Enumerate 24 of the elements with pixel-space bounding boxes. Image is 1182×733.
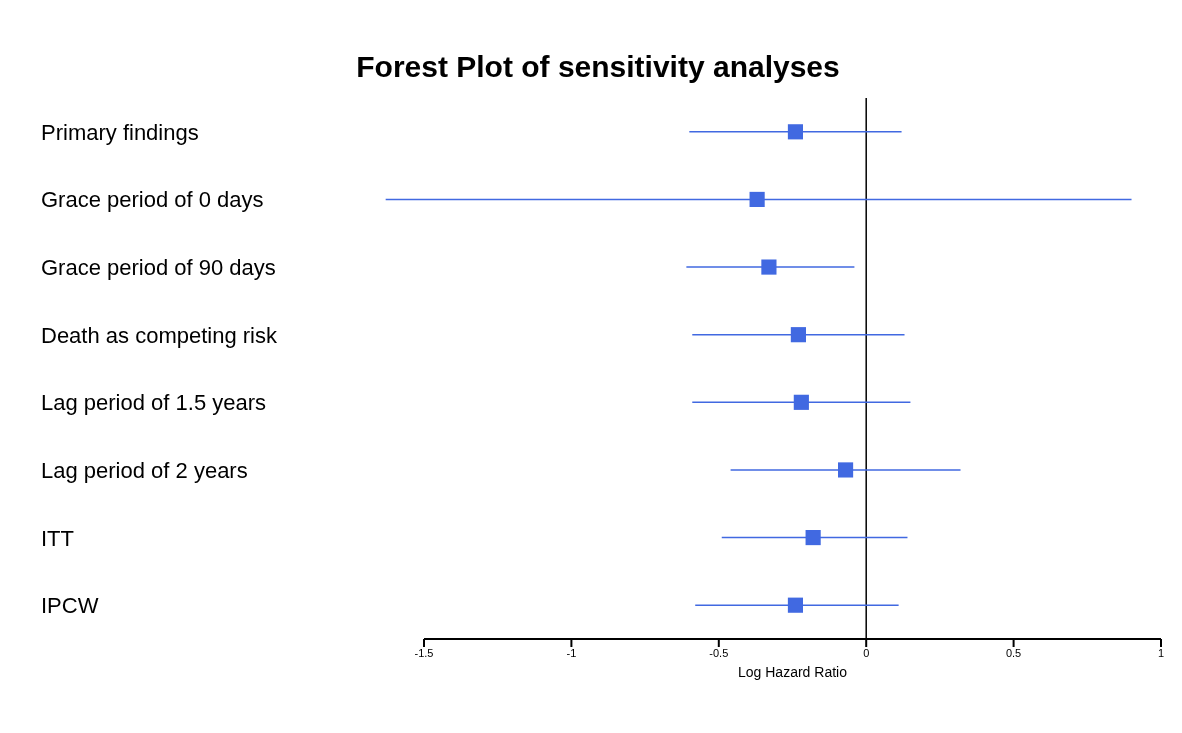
point <box>761 259 777 275</box>
point <box>790 327 806 343</box>
y-tick-label: Grace period of 90 days <box>41 255 276 281</box>
x-tick-label: -0.5 <box>709 646 729 659</box>
y-tick-label: Primary findings <box>41 119 199 145</box>
point <box>787 124 804 140</box>
chart-title: Forest Plot of sensitivity analyses <box>355 50 841 84</box>
x-axis-title: Log Hazard Ratio <box>738 664 848 680</box>
y-tick-label: ITT <box>41 525 74 551</box>
x-tick-label: 0 <box>863 646 870 659</box>
x-tick-label: 0.5 <box>1005 646 1022 659</box>
point <box>787 597 804 613</box>
y-tick-label: IPCW <box>41 593 99 619</box>
point <box>793 394 809 410</box>
y-tick-label: Lag period of 2 years <box>41 457 248 483</box>
y-tick-label: Grace period of 0 days <box>41 187 264 213</box>
point <box>837 462 854 478</box>
x-tick-label: 1 <box>1157 646 1165 659</box>
x-tick-label: -1.5 <box>414 646 434 659</box>
point <box>749 191 765 208</box>
point <box>805 529 821 546</box>
x-tick-label: -1 <box>566 646 577 659</box>
y-tick-label: Death as competing risk <box>41 322 278 348</box>
y-tick-label: Lag period of 1.5 years <box>41 390 267 416</box>
